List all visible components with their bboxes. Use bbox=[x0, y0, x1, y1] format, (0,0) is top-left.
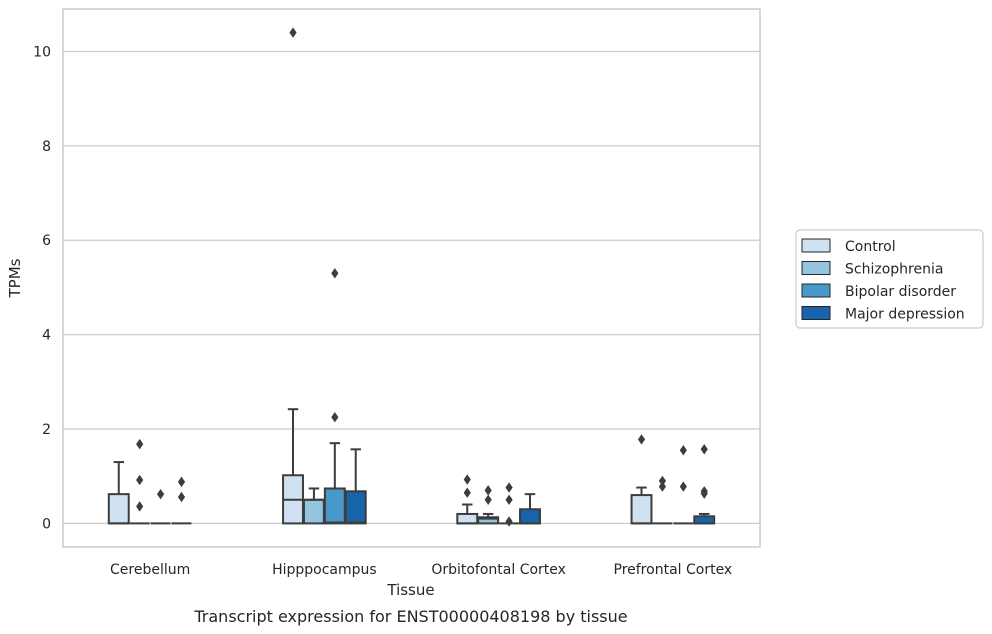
outlier-point-2 bbox=[700, 444, 708, 455]
box-1-3 bbox=[344, 448, 367, 525]
box-1-2 bbox=[323, 268, 346, 525]
legend: Control Schizophrenia Bipolar disorder Majo… bbox=[795, 229, 984, 329]
outlier-point-1 bbox=[177, 476, 186, 488]
outlier-point-1 bbox=[700, 486, 708, 497]
box-body bbox=[302, 498, 325, 525]
x-tick-label-1: Hipppocampus bbox=[272, 562, 377, 578]
y-tick-label-2: 4 bbox=[42, 328, 51, 344]
legend-frame bbox=[795, 229, 984, 329]
x-axis-label: Tissue bbox=[386, 581, 434, 599]
box-2-0 bbox=[456, 474, 479, 525]
legend-label-3: Major depression bbox=[845, 307, 965, 323]
y-axis-ticks: 0 2 4 6 8 10 bbox=[33, 44, 51, 532]
outlier-point-1 bbox=[658, 475, 667, 487]
y-tick-label-5: 10 bbox=[33, 44, 51, 60]
outlier-point-0 bbox=[177, 491, 186, 503]
box-3-3 bbox=[693, 444, 716, 525]
y-tick-label-1: 2 bbox=[42, 422, 51, 438]
box-plot-marks bbox=[107, 27, 716, 527]
outlier-point-1 bbox=[331, 268, 339, 279]
outlier-point-0 bbox=[136, 501, 144, 512]
legend-swatch-3 bbox=[801, 306, 831, 320]
outlier-point-0 bbox=[658, 481, 667, 492]
outlier-point-0 bbox=[637, 434, 646, 445]
y-tick-label-0: 0 bbox=[42, 516, 51, 532]
box-0-3 bbox=[171, 476, 192, 525]
box-3-1 bbox=[652, 475, 673, 525]
plot-area-frame bbox=[62, 8, 761, 548]
legend-swatch-2 bbox=[801, 283, 831, 298]
x-axis-ticks: Cerebellum Hipppocampus Orbitofontal Corte… bbox=[110, 562, 732, 578]
box-body bbox=[693, 515, 716, 525]
outlier-point-1 bbox=[679, 445, 687, 456]
outlier-point-1 bbox=[484, 485, 492, 496]
outlier-point-2 bbox=[136, 438, 144, 450]
box-body bbox=[519, 508, 541, 525]
outlier-point-0 bbox=[505, 516, 513, 527]
legend-swatch-1 bbox=[801, 261, 831, 275]
outlier-point-0 bbox=[289, 27, 297, 38]
box-1-1 bbox=[302, 487, 325, 525]
legend-label-0: Control bbox=[845, 239, 896, 255]
legend-label-2: Bipolar disorder bbox=[845, 284, 956, 300]
box-body bbox=[477, 516, 500, 525]
outlier-point-0 bbox=[331, 412, 339, 423]
box-3-2 bbox=[673, 445, 694, 525]
gridlines bbox=[63, 50, 760, 525]
box-2-2 bbox=[499, 482, 520, 527]
box-0-0 bbox=[107, 461, 130, 525]
outlier-point-1 bbox=[463, 474, 471, 485]
y-tick-label-3: 6 bbox=[42, 233, 51, 249]
box-body bbox=[344, 490, 367, 525]
x-tick-label-2: Orbitofontal Cortex bbox=[431, 562, 566, 578]
box-0-1 bbox=[129, 438, 150, 525]
outlier-point-0 bbox=[156, 488, 165, 500]
box-2-3 bbox=[519, 493, 541, 525]
box-body bbox=[323, 487, 346, 525]
y-tick-label-4: 8 bbox=[42, 139, 51, 155]
outlier-point-0 bbox=[679, 481, 687, 492]
box-3-0 bbox=[630, 434, 653, 525]
outlier-point-1 bbox=[505, 494, 513, 506]
outlier-point-0 bbox=[484, 494, 492, 506]
box-1-0 bbox=[282, 27, 304, 525]
legend-label-1: Schizophrenia bbox=[845, 262, 943, 278]
box-body bbox=[456, 512, 479, 525]
box-2-1 bbox=[477, 485, 500, 525]
y-axis-label: TPMs bbox=[6, 258, 24, 298]
box-0-2 bbox=[150, 488, 171, 525]
box-body bbox=[630, 494, 653, 525]
outlier-point-0 bbox=[463, 487, 471, 498]
outlier-point-2 bbox=[505, 482, 513, 493]
box-body bbox=[107, 493, 130, 525]
outlier-point-1 bbox=[136, 474, 144, 486]
chart-caption: Transcript expression for ENST0000040819… bbox=[193, 607, 627, 626]
legend-swatch-0 bbox=[801, 238, 831, 253]
x-tick-label-0: Cerebellum bbox=[110, 562, 190, 578]
x-tick-label-3: Prefrontal Cortex bbox=[614, 562, 733, 578]
